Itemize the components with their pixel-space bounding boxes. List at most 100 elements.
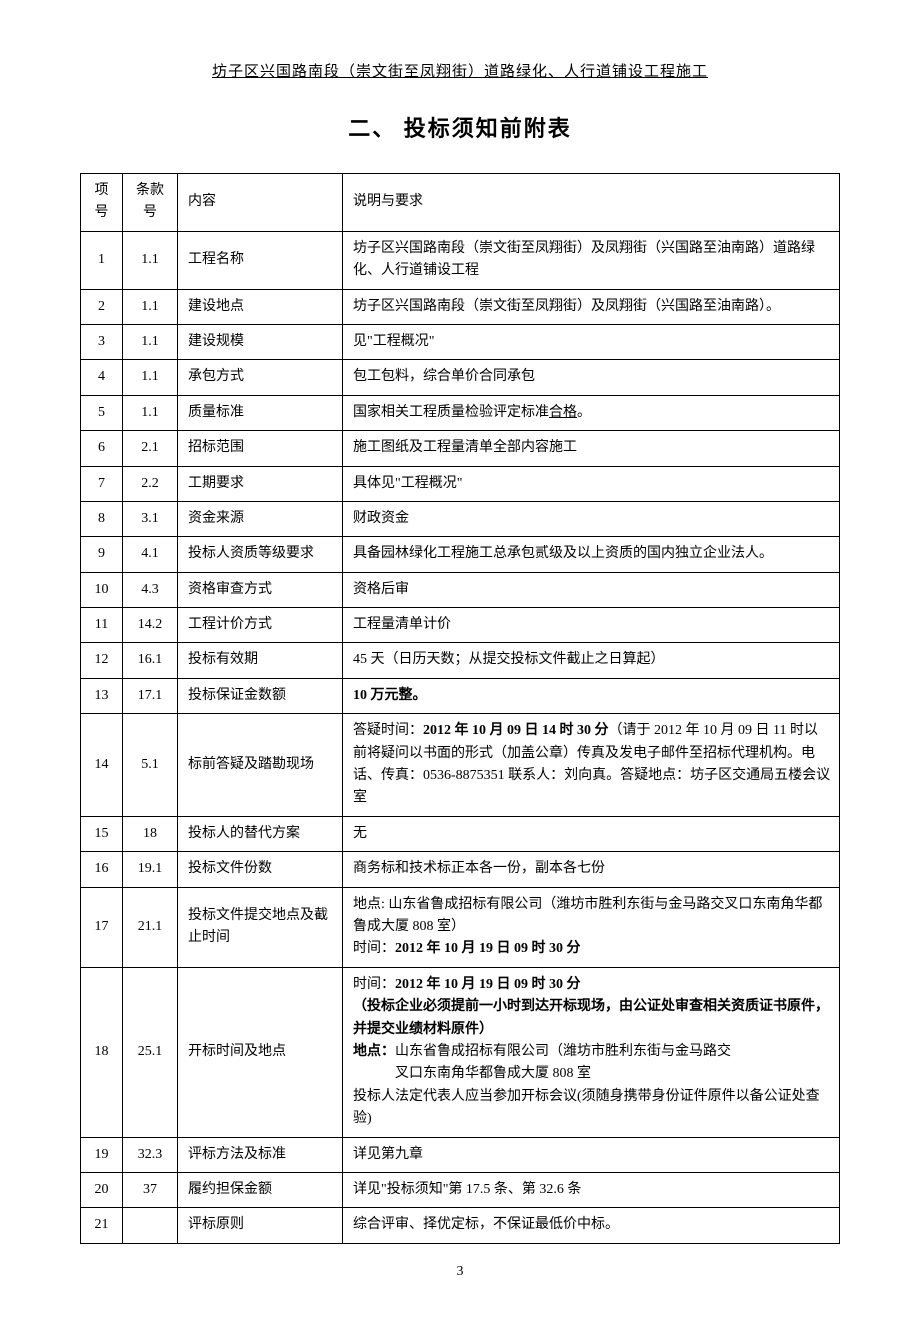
table-row: 41.1承包方式包工包料，综合单价合同承包 [81,360,840,395]
table-row: 83.1资金来源财政资金 [81,501,840,536]
cell-content: 评标原则 [178,1208,343,1243]
cell-content: 建设地点 [178,289,343,324]
cell-num: 12 [81,643,123,678]
cell-num: 17 [81,887,123,967]
section-title: 二、 投标须知前附表 [80,111,840,143]
cell-clause: 16.1 [123,643,178,678]
cell-num: 16 [81,852,123,887]
table-row: 104.3资格审查方式资格后审 [81,572,840,607]
cell-num: 20 [81,1172,123,1207]
cell-content: 标前答疑及踏勘现场 [178,714,343,817]
table-row: 62.1招标范围施工图纸及工程量清单全部内容施工 [81,431,840,466]
cell-num: 1 [81,231,123,289]
table-row: 72.2工期要求具体见"工程概况" [81,466,840,501]
header-clause: 条款号 [123,174,178,232]
header-content: 内容 [178,174,343,232]
cell-desc: 国家相关工程质量检验评定标准合格。 [343,395,840,430]
cell-desc: 坊子区兴国路南段（崇文街至凤翔街）及凤翔街（兴国路至油南路）。 [343,289,840,324]
cell-clause: 2.2 [123,466,178,501]
header-desc: 说明与要求 [343,174,840,232]
cell-num: 2 [81,289,123,324]
cell-desc: 具体见"工程概况" [343,466,840,501]
cell-desc: 详见"投标须知"第 17.5 条、第 32.6 条 [343,1172,840,1207]
cell-desc: 施工图纸及工程量清单全部内容施工 [343,431,840,466]
cell-num: 10 [81,572,123,607]
cell-desc: 10 万元整。 [343,678,840,713]
table-row: 1518投标人的替代方案无 [81,816,840,851]
cell-num: 21 [81,1208,123,1243]
cell-desc: 综合评审、择优定标，不保证最低价中标。 [343,1208,840,1243]
cell-num: 4 [81,360,123,395]
cell-desc: 无 [343,816,840,851]
cell-content: 资格审查方式 [178,572,343,607]
table-row: 94.1投标人资质等级要求具备园林绿化工程施工总承包贰级及以上资质的国内独立企业… [81,537,840,572]
cell-clause: 4.1 [123,537,178,572]
cell-desc: 商务标和技术标正本各一份，副本各七份 [343,852,840,887]
table-header-row: 项号 条款号 内容 说明与要求 [81,174,840,232]
table-row: 2037履约担保金额详见"投标须知"第 17.5 条、第 32.6 条 [81,1172,840,1207]
cell-content: 投标有效期 [178,643,343,678]
cell-num: 15 [81,816,123,851]
cell-content: 工程计价方式 [178,608,343,643]
cell-desc: 45 天（日历天数；从提交投标文件截止之日算起） [343,643,840,678]
cell-clause: 2.1 [123,431,178,466]
cell-clause: 1.1 [123,324,178,359]
cell-clause: 32.3 [123,1137,178,1172]
cell-desc: 时间：2012 年 10 月 19 日 09 时 30 分（投标企业必须提前一小… [343,967,840,1137]
document-header: 坊子区兴国路南段（崇文街至凤翔街）道路绿化、人行道铺设工程施工 [80,60,840,81]
cell-desc: 见"工程概况" [343,324,840,359]
cell-clause: 4.3 [123,572,178,607]
table-row: 145.1标前答疑及踏勘现场答疑时间：2012 年 10 月 09 日 14 时… [81,714,840,817]
cell-content: 履约担保金额 [178,1172,343,1207]
cell-num: 11 [81,608,123,643]
cell-content: 投标文件提交地点及截止时间 [178,887,343,967]
cell-clause: 1.1 [123,395,178,430]
cell-clause: 21.1 [123,887,178,967]
cell-num: 9 [81,537,123,572]
cell-desc: 地点: 山东省鲁成招标有限公司（潍坊市胜利东街与金马路交叉口东南角华都鲁成大厦 … [343,887,840,967]
cell-desc: 答疑时间：2012 年 10 月 09 日 14 时 30 分（请于 2012 … [343,714,840,817]
cell-clause: 17.1 [123,678,178,713]
cell-desc: 包工包料，综合单价合同承包 [343,360,840,395]
table-row: 1317.1投标保证金数额10 万元整。 [81,678,840,713]
cell-num: 5 [81,395,123,430]
cell-desc: 资格后审 [343,572,840,607]
cell-clause [123,1208,178,1243]
cell-desc: 详见第九章 [343,1137,840,1172]
cell-content: 投标人资质等级要求 [178,537,343,572]
cell-num: 13 [81,678,123,713]
bid-notice-table: 项号 条款号 内容 说明与要求 11.1工程名称坊子区兴国路南段（崇文街至凤翔街… [80,173,840,1244]
table-row: 1216.1投标有效期45 天（日历天数；从提交投标文件截止之日算起） [81,643,840,678]
cell-content: 质量标准 [178,395,343,430]
cell-content: 评标方法及标准 [178,1137,343,1172]
cell-clause: 3.1 [123,501,178,536]
table-row: 21 评标原则综合评审、择优定标，不保证最低价中标。 [81,1208,840,1243]
cell-content: 承包方式 [178,360,343,395]
cell-content: 招标范围 [178,431,343,466]
cell-num: 14 [81,714,123,817]
cell-desc: 财政资金 [343,501,840,536]
cell-clause: 18 [123,816,178,851]
cell-clause: 5.1 [123,714,178,817]
cell-clause: 19.1 [123,852,178,887]
cell-clause: 14.2 [123,608,178,643]
cell-num: 3 [81,324,123,359]
cell-content: 建设规模 [178,324,343,359]
cell-clause: 1.1 [123,360,178,395]
cell-clause: 37 [123,1172,178,1207]
cell-content: 投标人的替代方案 [178,816,343,851]
table-row: 11.1工程名称坊子区兴国路南段（崇文街至凤翔街）及凤翔街（兴国路至油南路）道路… [81,231,840,289]
table-row: 1619.1投标文件份数商务标和技术标正本各一份，副本各七份 [81,852,840,887]
table-row: 21.1建设地点坊子区兴国路南段（崇文街至凤翔街）及凤翔街（兴国路至油南路）。 [81,289,840,324]
cell-clause: 1.1 [123,289,178,324]
table-row: 31.1建设规模见"工程概况" [81,324,840,359]
table-row: 1825.1开标时间及地点时间：2012 年 10 月 19 日 09 时 30… [81,967,840,1137]
cell-content: 工期要求 [178,466,343,501]
cell-desc: 工程量清单计价 [343,608,840,643]
table-row: 1932.3评标方法及标准详见第九章 [81,1137,840,1172]
cell-content: 投标文件份数 [178,852,343,887]
table-row: 51.1质量标准国家相关工程质量检验评定标准合格。 [81,395,840,430]
cell-num: 8 [81,501,123,536]
table-row: 1721.1投标文件提交地点及截止时间地点: 山东省鲁成招标有限公司（潍坊市胜利… [81,887,840,967]
cell-desc: 具备园林绿化工程施工总承包贰级及以上资质的国内独立企业法人。 [343,537,840,572]
